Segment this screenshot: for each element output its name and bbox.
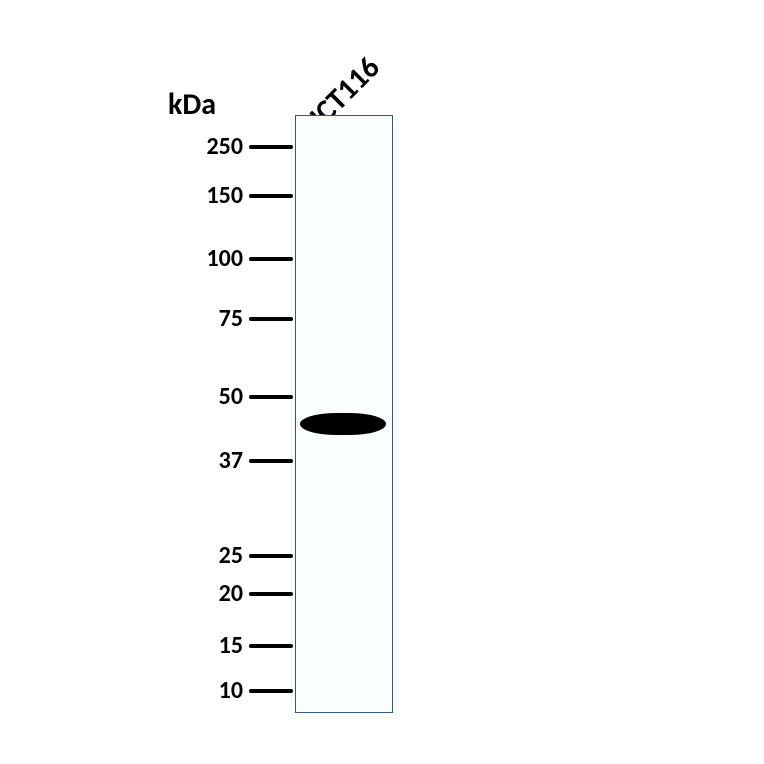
marker-value: 250 (185, 132, 243, 161)
marker-value: 50 (185, 382, 243, 411)
marker-tick (249, 459, 293, 463)
marker-row: 50 (185, 382, 293, 411)
marker-row: 37 (185, 446, 293, 475)
marker-tick (249, 317, 293, 321)
marker-tick (249, 554, 293, 558)
marker-tick (249, 194, 293, 198)
marker-value: 150 (185, 181, 243, 210)
marker-tick (249, 689, 293, 693)
marker-row: 25 (185, 541, 293, 570)
marker-value: 25 (185, 541, 243, 570)
marker-row: 75 (185, 304, 293, 333)
marker-row: 100 (185, 244, 293, 273)
marker-value: 15 (185, 631, 243, 660)
marker-value: 37 (185, 446, 243, 475)
marker-value: 20 (185, 579, 243, 608)
western-blot: kDa HCT116 25015010075503725201510 (0, 0, 764, 764)
marker-value: 10 (185, 676, 243, 705)
marker-tick (249, 395, 293, 399)
marker-value: 100 (185, 244, 243, 273)
marker-row: 20 (185, 579, 293, 608)
marker-tick (249, 644, 293, 648)
marker-row: 10 (185, 676, 293, 705)
marker-row: 150 (185, 181, 293, 210)
marker-row: 250 (185, 132, 293, 161)
marker-tick (249, 257, 293, 261)
marker-tick (249, 145, 293, 149)
marker-row: 15 (185, 631, 293, 660)
marker-tick (249, 592, 293, 596)
protein-band (300, 413, 386, 435)
marker-value: 75 (185, 304, 243, 333)
unit-label: kDa (168, 86, 216, 123)
